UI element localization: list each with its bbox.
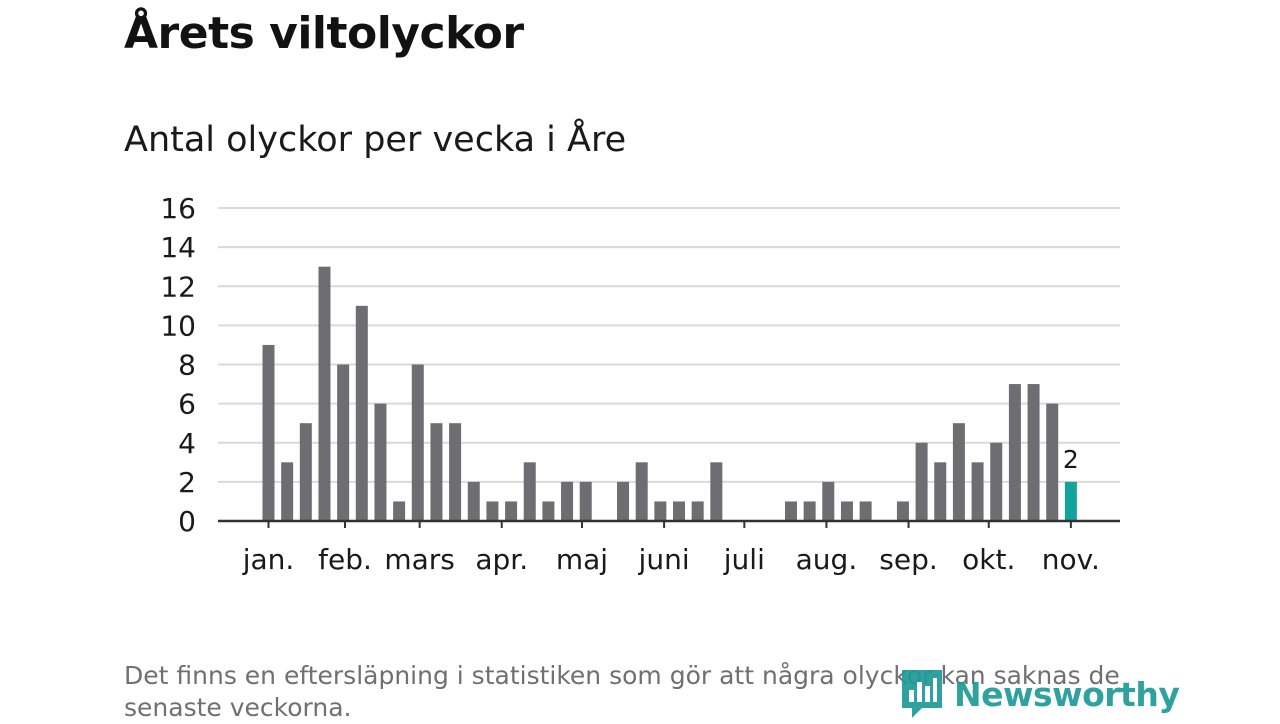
bar [1027,384,1040,521]
y-tick-label: 10 [160,309,196,342]
bar [934,462,947,521]
bar [449,423,462,521]
bar [1008,384,1021,521]
x-tick-label: mars [384,543,455,576]
x-tick-label: feb. [318,543,372,576]
bar [579,481,592,521]
bar [337,364,350,521]
y-tick-label: 8 [178,349,196,382]
bar [318,266,331,521]
y-tick-label: 12 [160,270,196,303]
bar [542,501,555,521]
footnote: Det finns en eftersläpning i statistiken… [124,661,1120,722]
x-tick-label: okt. [962,543,1015,576]
grid-lines [218,207,1120,483]
x-tick-label: maj [556,543,608,576]
bar [467,481,480,521]
x-tick-label: apr. [475,543,528,576]
y-axis-ticks: 0 2 4 6 8 10 12 14 16 [160,192,196,538]
bar [673,501,686,521]
bar [990,442,1003,521]
bar [281,462,294,521]
bar [374,403,387,521]
y-tick-label: 0 [178,505,196,538]
bar [915,442,928,521]
bar [262,344,275,521]
x-tick-label: aug. [796,543,858,576]
y-tick-label: 14 [160,231,196,264]
y-tick-label: 16 [160,192,196,225]
x-tick-label: jan. [242,543,295,576]
x-tick-label: juli [723,543,765,576]
bar [803,501,816,521]
bar [299,423,312,521]
bar [840,501,853,521]
data-label-last-week: 2 [1063,445,1079,474]
bar-chart: 0 2 4 6 8 10 12 14 16 jan. feb. mars apr. maj juni jul… [160,192,1120,576]
bar [355,305,368,521]
bar [617,481,630,521]
chart-title: Årets viltolyckor [124,8,524,59]
bar [561,481,574,521]
bar [430,423,443,521]
bar-highlight [1064,481,1077,521]
x-tick-label: nov. [1042,543,1100,576]
bar [635,462,648,521]
x-axis-ticks: jan. feb. mars apr. maj juni juli aug. sep. okt. n… [242,521,1100,576]
bar [859,501,872,521]
chart-subtitle: Antal olyckor per vecka i Åre [124,120,627,160]
bars [262,266,1077,521]
bar [654,501,667,521]
brand-name: Newsworthy [954,674,1180,714]
bar [1046,403,1059,521]
data-labels: 2 [1063,445,1079,474]
bar [523,462,536,521]
bar [505,501,518,521]
bar [710,462,723,521]
x-tick-label: sep. [879,543,938,576]
newsworthy-logo: Newsworthy [900,668,1180,720]
bar [411,364,424,521]
newsworthy-logo-icon [902,670,942,718]
y-tick-label: 6 [178,388,196,421]
bar [952,423,965,521]
y-tick-label: 4 [178,427,196,460]
bar [393,501,406,521]
bar [971,462,984,521]
bar [691,501,704,521]
bar [822,481,835,521]
bar [784,501,797,521]
y-tick-label: 2 [178,466,196,499]
bar [486,501,499,521]
bar [896,501,909,521]
x-tick-label: juni [638,543,690,576]
